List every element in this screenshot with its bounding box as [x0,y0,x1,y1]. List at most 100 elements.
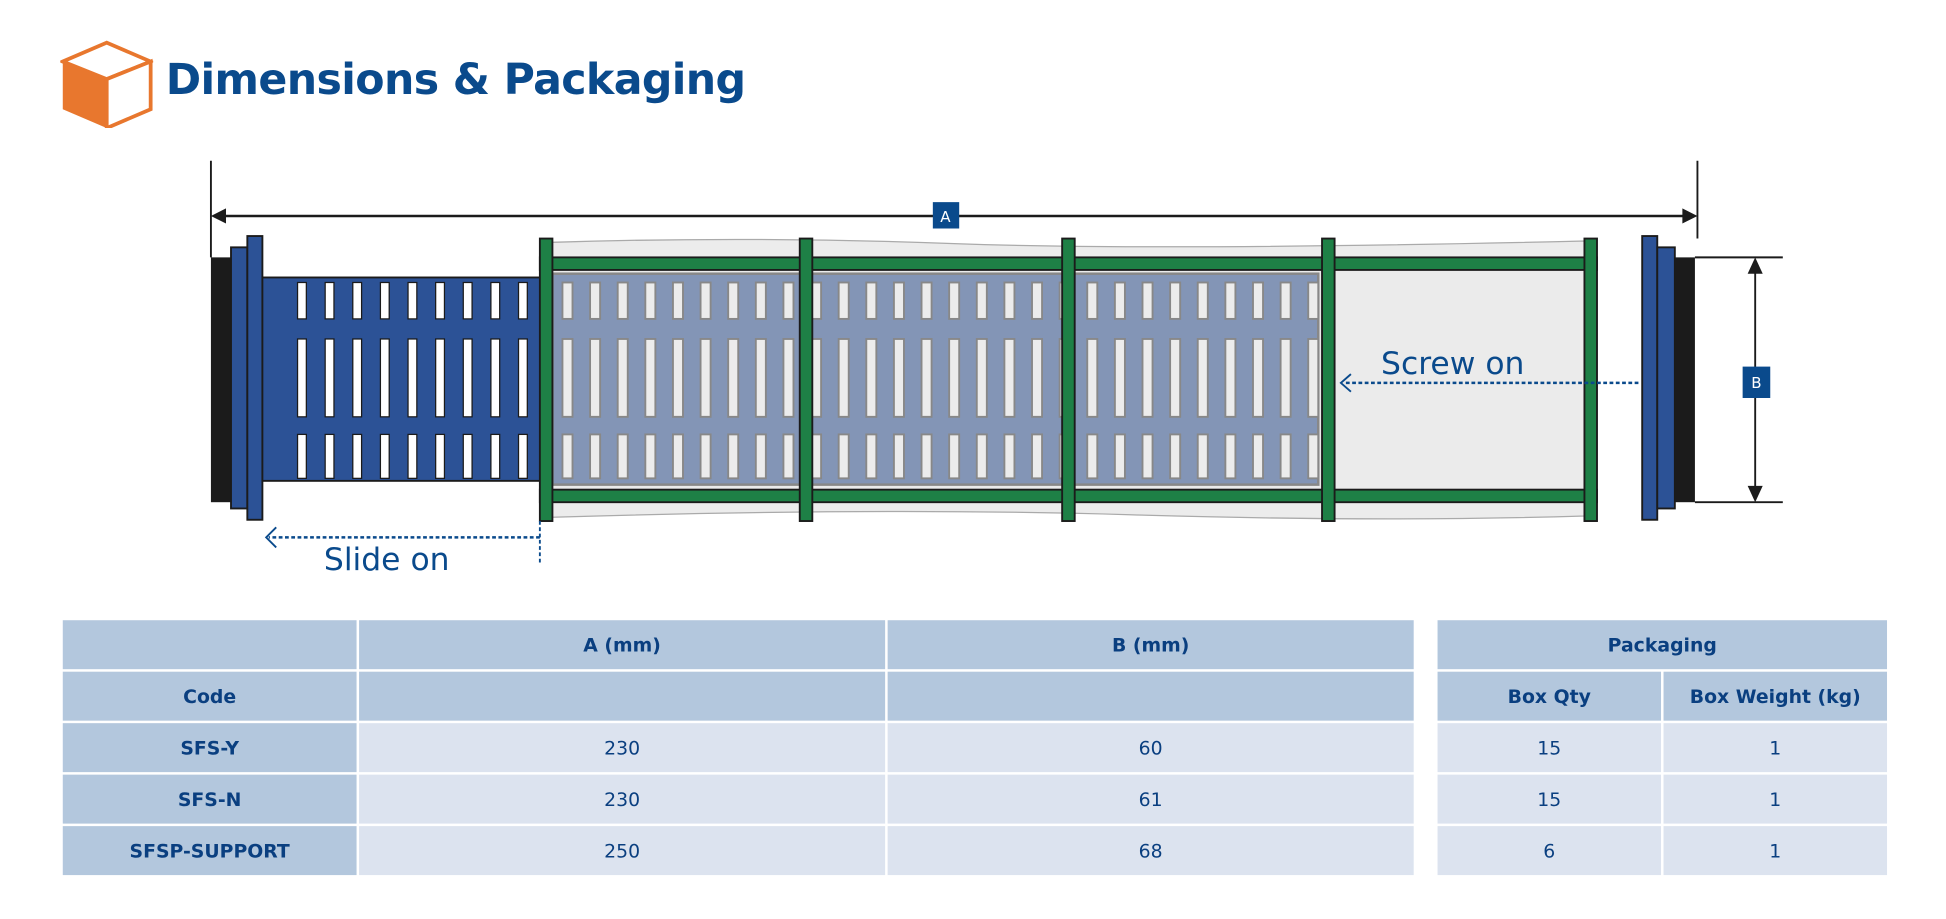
slot [920,433,933,480]
slot [1307,433,1320,480]
slot [616,338,629,418]
slot [1196,338,1209,418]
slot [1031,338,1044,418]
slot [407,338,418,418]
slot [352,433,363,479]
page-title: Dimensions & Packaging [165,55,746,106]
slot [948,281,961,320]
slot [589,338,602,418]
arrowhead-left [210,208,226,224]
slot [754,281,767,320]
slot [296,338,307,418]
slot [672,281,684,320]
slot [1169,281,1182,320]
cell-a: 250 [359,826,886,876]
slot [699,338,712,418]
slot [324,338,335,418]
slot [1252,281,1264,320]
slot [948,433,961,480]
slot [490,338,501,418]
table-row: 6 1 [1437,826,1888,876]
slot [892,281,905,320]
slot [462,281,473,320]
header-code: Code [62,671,357,721]
empty-header [62,620,357,670]
slide-on-label: Slide on [324,542,450,578]
screw-on-label: Screw on [1381,346,1524,382]
slot [324,281,335,320]
slot [462,433,473,479]
table-row: 15 1 [1437,774,1888,824]
slot [1086,433,1099,480]
slot [1141,433,1154,480]
slot [865,281,878,320]
header-box-weight: Box Weight (kg) [1663,671,1888,721]
slot [920,338,933,418]
box-icon [60,40,154,129]
slot [490,281,501,320]
slot [644,433,657,480]
slot [296,433,307,479]
slot [892,433,905,480]
header-b: B (mm) [887,620,1414,670]
empty-header [359,671,886,721]
slot [1279,338,1292,418]
table-row: SFSP-SUPPORT 250 68 [62,826,1414,876]
slot [672,433,684,480]
frame-post [798,237,814,522]
slot [699,281,712,320]
slot [1003,433,1016,480]
slot [644,338,657,418]
slot [892,338,905,418]
slot [435,281,446,320]
slot [837,433,850,480]
slot [644,281,657,320]
slot [1196,281,1209,320]
frame-post [1583,237,1598,522]
slot [1003,281,1016,320]
label-a-box [932,202,960,229]
header-box-qty: Box Qty [1437,671,1662,721]
slot [561,338,574,418]
slot [616,433,629,480]
left-flange [246,235,264,521]
slot [379,281,390,320]
slot [352,338,363,418]
label-a: A [940,208,951,226]
slot [1086,281,1099,320]
slot [1113,281,1126,320]
slot [1307,281,1320,320]
dimensions-table: A (mm) B (mm) Code SFS-Y 230 60 SFS-N 23… [60,618,1416,878]
label-b-box [1742,366,1771,398]
cell-weight: 1 [1663,723,1888,773]
slot [1307,338,1320,418]
slot [727,433,740,480]
header-a: A (mm) [359,620,886,670]
slot [754,338,767,418]
slot [1224,338,1237,418]
table-row: SFS-Y 230 60 [62,723,1414,773]
slot [324,433,335,479]
table-row: SFS-N 230 61 [62,774,1414,824]
slot [517,281,528,320]
packaging-table: Packaging Box Qty Box Weight (kg) 15 1 1… [1435,618,1889,878]
slot [379,433,390,479]
label-b: B [1751,374,1761,392]
slot [699,433,712,480]
slot [407,281,418,320]
slot [727,338,740,418]
slot [1086,338,1099,418]
frame-post [538,237,554,522]
empty-header [887,671,1414,721]
slot [975,281,988,320]
slot [1169,338,1182,418]
header-packaging: Packaging [1437,620,1888,670]
slot [1279,281,1292,320]
slot [561,281,574,320]
cell-a: 230 [359,723,886,773]
slot [865,433,878,480]
slot [782,281,795,320]
cell-weight: 1 [1663,774,1888,824]
slot [1196,433,1209,480]
slot [589,281,602,320]
